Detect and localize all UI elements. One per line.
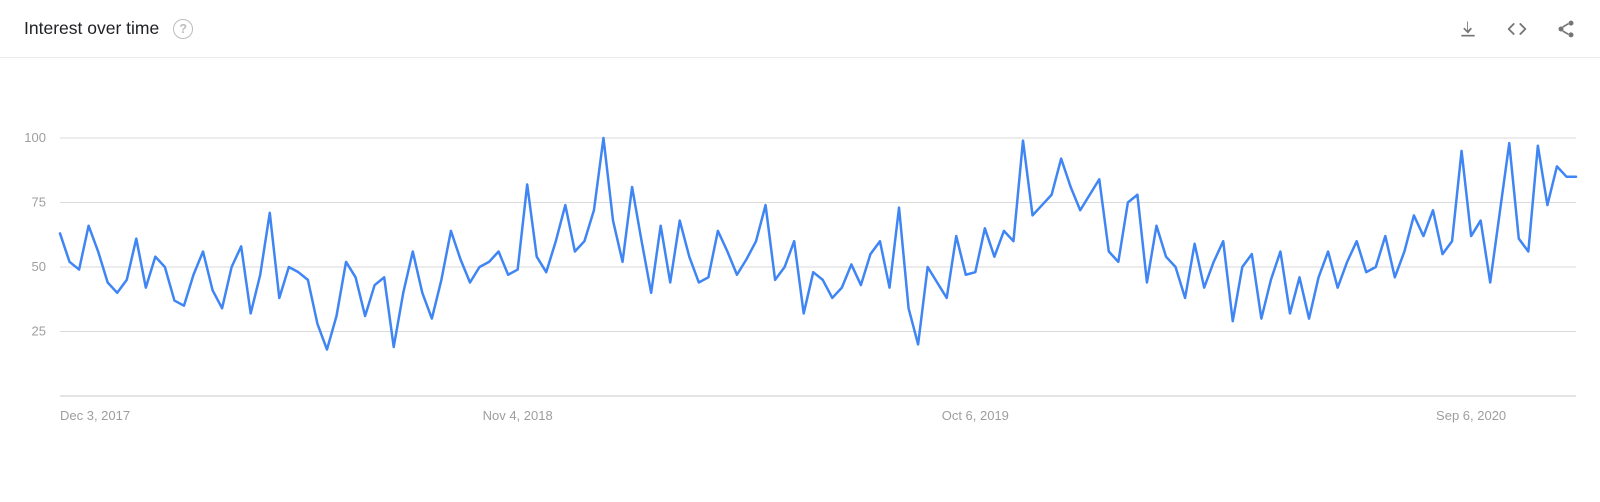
share-icon[interactable] bbox=[1556, 19, 1576, 39]
x-tick-label: Oct 6, 2019 bbox=[942, 408, 1009, 423]
x-tick-label: Sep 6, 2020 bbox=[1436, 408, 1506, 423]
panel-header: Interest over time ? bbox=[0, 0, 1600, 58]
header-actions bbox=[1458, 19, 1576, 39]
y-tick-label: 75 bbox=[32, 195, 46, 210]
download-icon[interactable] bbox=[1458, 19, 1478, 39]
x-tick-label: Nov 4, 2018 bbox=[483, 408, 553, 423]
chart-area: 25 50 75 100 Dec 3, 2017 Nov 4, 2018 Oct 6, 20… bbox=[0, 58, 1600, 488]
help-icon[interactable]: ? bbox=[173, 19, 193, 39]
embed-icon[interactable] bbox=[1506, 19, 1528, 39]
header-left: Interest over time ? bbox=[24, 18, 193, 39]
x-tick-label: Dec 3, 2017 bbox=[60, 408, 130, 423]
y-tick-label: 25 bbox=[32, 324, 46, 339]
interest-line-chart: 25 50 75 100 Dec 3, 2017 Nov 4, 2018 Oct 6, 20… bbox=[0, 58, 1600, 488]
y-tick-label: 100 bbox=[24, 130, 46, 145]
trend-line bbox=[60, 138, 1576, 350]
panel-title: Interest over time bbox=[24, 18, 159, 39]
y-tick-label: 50 bbox=[32, 259, 46, 274]
